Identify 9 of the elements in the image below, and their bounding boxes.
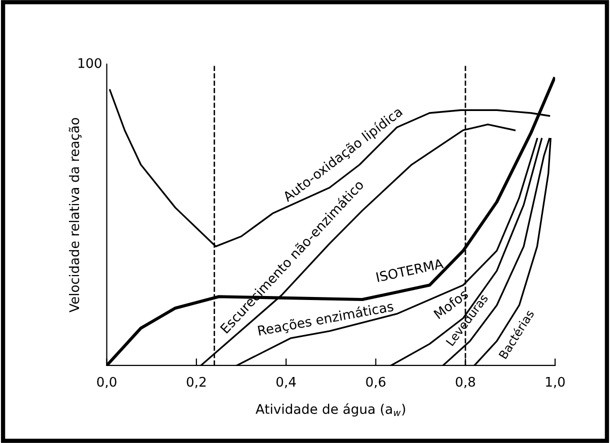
x-tick-label: 0,6 bbox=[366, 376, 386, 388]
x-tick-label: 1,0 bbox=[546, 376, 565, 388]
x-tick-label: 0,8 bbox=[456, 376, 476, 388]
x-tick-label: 0,2 bbox=[186, 376, 206, 388]
x-tick-label: 0,4 bbox=[276, 376, 296, 388]
x-axis-title: Atividade de água (a$_{w}$) bbox=[256, 403, 406, 417]
y-axis-title: Velocidade relativa da reação bbox=[68, 118, 82, 312]
text: 100 bbox=[78, 58, 102, 68]
x-tick-label: 0,0 bbox=[97, 376, 116, 388]
